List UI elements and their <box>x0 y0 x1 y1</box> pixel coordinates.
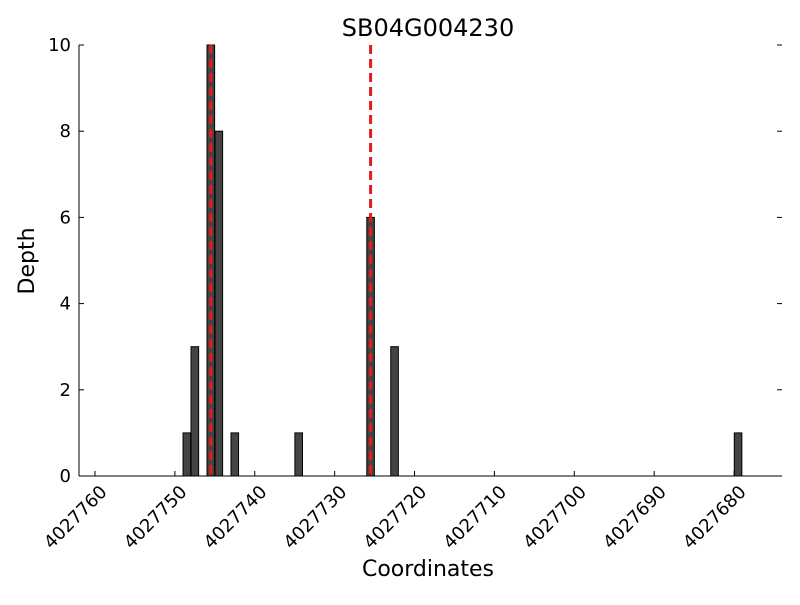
x-tick-label-2: 4027740 <box>200 482 272 554</box>
bar-3 <box>214 130 224 477</box>
x-axis-label: Coordinates <box>362 557 494 582</box>
reference-lines-layer <box>209 45 373 476</box>
chart-title: SB04G004230 <box>342 14 514 42</box>
x-tick-label-3: 4027730 <box>280 482 352 554</box>
bars-layer <box>182 44 743 477</box>
x-tick-label-5: 4027710 <box>439 482 511 554</box>
x-tick-label-1: 4027750 <box>120 482 192 554</box>
bar-1 <box>190 346 200 477</box>
bar-0 <box>182 432 192 477</box>
axes-layer <box>78 45 782 477</box>
x-tick-label-4: 4027720 <box>360 482 432 554</box>
bar-7 <box>390 346 399 477</box>
x-tick-label-8: 4027680 <box>679 482 751 554</box>
x-tick-label-0: 4027760 <box>40 482 112 554</box>
y-tick-label-0: 0 <box>60 466 71 487</box>
y-tick-label-2: 4 <box>60 294 71 315</box>
bar-5 <box>294 432 303 477</box>
y-axis-label: Depth <box>15 227 40 294</box>
x-tick-label-7: 4027690 <box>599 482 671 554</box>
y-tick-label-1: 2 <box>60 380 71 401</box>
bar-8 <box>733 432 743 477</box>
bar-4 <box>230 432 240 477</box>
y-tick-label-4: 8 <box>60 121 71 142</box>
y-tick-label-5: 10 <box>48 35 71 56</box>
x-tick-label-6: 4027700 <box>519 482 591 554</box>
y-tick-label-3: 6 <box>60 207 71 228</box>
